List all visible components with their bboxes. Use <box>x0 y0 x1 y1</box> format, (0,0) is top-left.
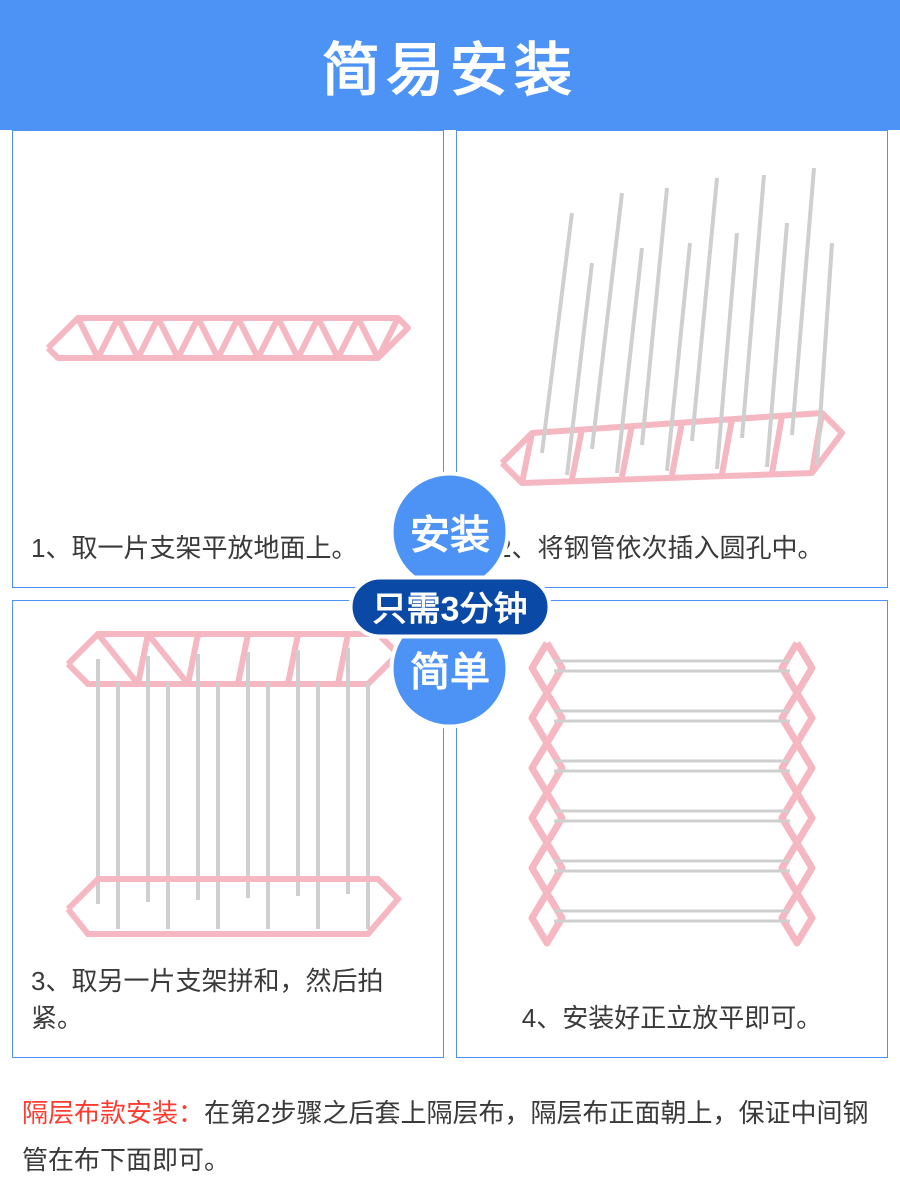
steps-grid: 1、取一片支架平放地面上。 <box>0 130 900 1070</box>
center-badge: 安装 只需3分钟 简单 <box>349 472 552 729</box>
badge-top-circle: 安装 <box>390 472 510 592</box>
footer-note-label: 隔层布款安装： <box>22 1098 204 1128</box>
step-4-caption: 4、安装好正立放平即可。 <box>457 984 887 1057</box>
step-1-illustration <box>13 131 443 514</box>
step-3-caption: 3、取另一片支架拼和，然后拍紧。 <box>13 947 443 1057</box>
header-banner: 简易安装 <box>0 0 900 130</box>
footer-note: 隔层布款安装：在第2步骤之后套上隔层布，隔层布正面朝上，保证中间钢管在布下面即可… <box>0 1070 900 1184</box>
step-2-illustration <box>457 131 887 514</box>
badge-middle-pill: 只需3分钟 <box>349 576 552 639</box>
